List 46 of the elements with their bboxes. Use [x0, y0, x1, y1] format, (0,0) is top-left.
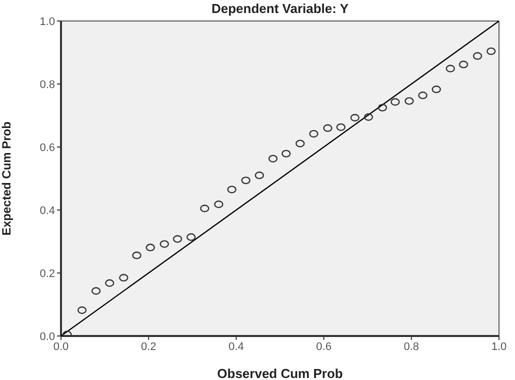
point: [432, 86, 441, 94]
point: [241, 176, 250, 184]
point: [404, 97, 414, 105]
x-tick-label: 0.4: [228, 340, 244, 353]
point: [268, 154, 278, 162]
point: [486, 47, 496, 56]
point: [378, 104, 388, 112]
chart-title: Dependent Variable: Y: [210, 1, 350, 16]
point: [227, 186, 236, 194]
x-axis-title: Observed Cum Prob: [217, 366, 343, 380]
point: [214, 200, 224, 208]
point: [446, 64, 455, 72]
point: [146, 244, 155, 252]
point: [418, 92, 428, 100]
point: [296, 140, 305, 148]
point: [390, 98, 400, 106]
x-tick-label: 0.0: [53, 340, 69, 353]
y-tick-label: 0.4: [40, 204, 55, 217]
x-tick-label: 0.6: [316, 340, 332, 353]
point: [458, 60, 468, 68]
point: [254, 172, 264, 180]
x-tick-label: 0.2: [140, 340, 156, 353]
point: [77, 306, 87, 314]
point: [364, 113, 374, 121]
y-tick-label: 0.8: [40, 78, 55, 91]
point: [350, 114, 360, 122]
y-tick-label: 1.0: [40, 16, 55, 28]
point: [282, 150, 291, 158]
y-tick-label: 0.2: [40, 268, 55, 280]
point: [119, 274, 128, 282]
point: [472, 52, 482, 60]
point: [160, 240, 169, 248]
y-axis-title: Expected Cum Prob: [0, 121, 14, 236]
point: [105, 279, 114, 287]
point: [91, 287, 101, 295]
x-tick-label: 0.8: [404, 340, 420, 353]
point: [186, 233, 196, 241]
point: [132, 252, 142, 260]
y-tick-label: 0.0: [40, 330, 55, 343]
point: [336, 123, 346, 131]
point: [309, 130, 318, 138]
point: [200, 204, 210, 212]
y-tick-label: 0.6: [40, 142, 55, 154]
point: [323, 124, 332, 132]
point: [172, 235, 182, 243]
x-tick-label: 1.0: [491, 340, 507, 353]
